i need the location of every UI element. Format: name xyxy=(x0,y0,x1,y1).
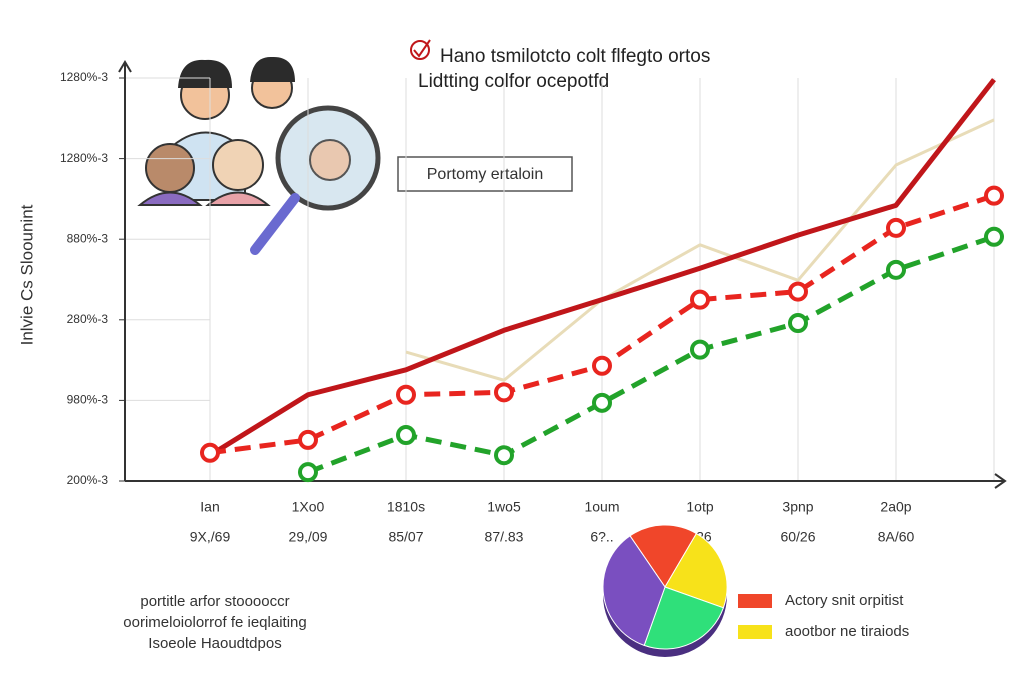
x-axis xyxy=(125,473,1007,489)
point-marker xyxy=(592,355,612,376)
point-marker xyxy=(396,425,416,446)
footnote-line: Isoeole Haoudtdpos xyxy=(148,635,281,652)
x-sublabel: 85/07 xyxy=(388,529,423,545)
x-tick-label: 1Xo0 xyxy=(292,499,325,515)
y-axis xyxy=(118,60,132,481)
y-tick-label: 280%-3 xyxy=(67,312,109,326)
people-illustration xyxy=(137,56,381,255)
footnote: portitle arfor stooooccr oorimeloiolorrof… xyxy=(123,593,306,652)
footnote-line: portitle arfor stooooccr xyxy=(140,593,289,610)
annotation: Portomy ertaloin xyxy=(427,166,544,183)
annotation-box xyxy=(397,156,573,192)
x-tick-label: 2a0p xyxy=(880,499,911,515)
y-tick-label: 980%-3 xyxy=(67,393,109,407)
point-marker xyxy=(886,259,906,280)
title-icon xyxy=(410,39,431,60)
legend-swatch xyxy=(738,625,772,639)
series-line xyxy=(405,118,995,382)
x-tick-label: Ian xyxy=(200,499,219,515)
legend-label: aootbor ne tiraiods xyxy=(785,623,909,640)
x-tick-label: 1wo5 xyxy=(487,499,521,515)
point-marker xyxy=(494,445,514,466)
x-tick-label: 1810s xyxy=(387,499,425,515)
legend-swatch xyxy=(738,594,772,608)
chart-title: Hano tsmilotcto colt flfegto ortos xyxy=(440,46,710,67)
point-marker xyxy=(886,217,906,238)
point-marker xyxy=(984,185,1004,206)
pie-slice xyxy=(664,532,728,609)
point-marker xyxy=(396,384,416,405)
point-marker xyxy=(200,442,220,463)
point-marker xyxy=(592,392,612,413)
point-marker xyxy=(298,462,318,483)
point-marker xyxy=(690,339,710,360)
y-tick-label: 1280%-3 xyxy=(60,151,108,165)
point-marker xyxy=(690,289,710,310)
pie-slice xyxy=(643,586,725,650)
x-tick-label: 1otp xyxy=(686,499,713,515)
legend-label: Actory snit orpitist xyxy=(785,592,904,609)
point-marker xyxy=(494,382,514,403)
point-marker xyxy=(788,313,808,334)
point-marker xyxy=(298,429,318,450)
point-marker xyxy=(984,226,1004,247)
x-tick-label: 3pnp xyxy=(782,499,813,515)
x-sublabel: 8A/60 xyxy=(878,529,915,545)
pie-slice xyxy=(602,535,666,647)
y-tick-label: 1280%-3 xyxy=(60,70,108,84)
series-line xyxy=(208,78,996,458)
pie-slice xyxy=(629,524,698,588)
y-tick-label: 880%-3 xyxy=(67,231,109,245)
x-sublabel: 9X,/69 xyxy=(190,529,231,545)
chart-subtitle: Lidtting colfor ocepotfd xyxy=(418,71,609,92)
y-axis-label: Inlvie Cs Sloounint xyxy=(17,204,36,345)
x-sublabel: 87/.83 xyxy=(485,529,524,545)
x-sublabel: 6?.. xyxy=(590,529,613,545)
x-sublabel: 29,/09 xyxy=(289,529,328,545)
x-sublabel: 60/26 xyxy=(780,529,815,545)
y-tick-label: 200%-3 xyxy=(67,473,109,487)
footnote-line: oorimeloiolorrof fe ieqlaiting xyxy=(123,614,306,631)
point-marker xyxy=(788,281,808,302)
x-tick-label: 1oum xyxy=(584,499,619,515)
